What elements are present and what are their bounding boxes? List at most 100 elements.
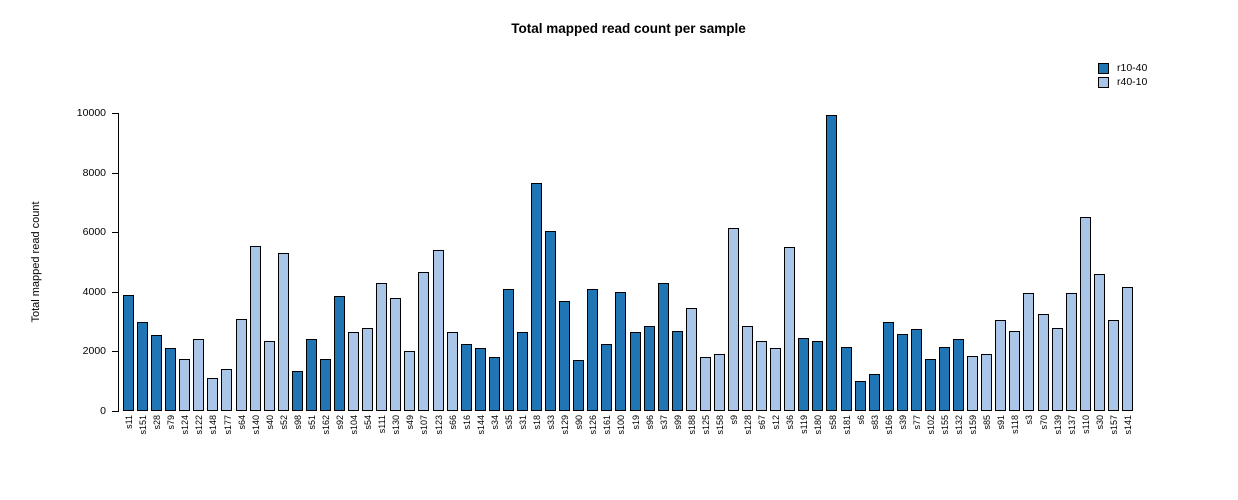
legend: r10-40 r40-10 <box>1098 62 1147 90</box>
x-tick-label: s128 <box>743 415 754 435</box>
x-tick-label: s118 <box>1010 415 1021 434</box>
bar-s125 <box>699 357 711 411</box>
bar-slot: s3 <box>1022 113 1036 425</box>
bar-s123 <box>432 250 444 411</box>
bar-s129 <box>559 300 571 411</box>
bar-slot: s77 <box>910 113 924 430</box>
bar-s99 <box>671 330 683 411</box>
y-tick <box>112 291 118 293</box>
bar-slot: s100 <box>614 113 628 435</box>
bar-s83 <box>868 373 880 411</box>
bar-slot: s104 <box>347 113 361 435</box>
x-tick-label: s162 <box>321 415 331 435</box>
bar-s181 <box>840 346 852 411</box>
bar-s3 <box>1023 293 1035 411</box>
x-tick-label: s18 <box>532 415 543 430</box>
x-tick-label: s91 <box>996 415 1007 430</box>
bar-slot: s12 <box>769 113 783 430</box>
x-tick-label: s40 <box>264 415 275 430</box>
bar-s111 <box>376 282 388 411</box>
bar-slot: s54 <box>361 113 375 430</box>
x-tick-label: s119 <box>799 415 810 434</box>
x-tick-label: s36 <box>785 415 796 430</box>
bar-slot: s19 <box>629 113 643 430</box>
bar-slot: s130 <box>389 113 403 435</box>
bar-slot: s31 <box>516 113 530 430</box>
bar-slot: s35 <box>502 113 516 430</box>
x-tick-label: s9 <box>729 415 740 425</box>
bar-slot: s40 <box>263 113 277 430</box>
bar-slot: s64 <box>235 113 249 430</box>
bar-s166 <box>882 321 894 411</box>
bar-s161 <box>601 343 613 411</box>
bar-s30 <box>1093 273 1105 411</box>
x-tick-label: s34 <box>489 415 500 430</box>
bar-s18 <box>531 183 542 411</box>
x-tick-label: s52 <box>278 415 289 430</box>
bar-slot: s99 <box>671 113 685 430</box>
bar-slot: s39 <box>896 113 910 430</box>
bar-s137 <box>1065 293 1077 411</box>
x-tick-label: s125 <box>700 415 711 435</box>
x-tick-label: s177 <box>222 415 233 435</box>
bar-slot: s66 <box>446 113 460 430</box>
x-tick-label: s123 <box>433 415 444 435</box>
bar-slot: s132 <box>952 113 966 435</box>
bar-s126 <box>587 288 599 411</box>
y-tick-label: 4000 <box>82 285 106 298</box>
bar-slot: s85 <box>980 113 994 430</box>
bar-s40 <box>263 340 275 411</box>
bar-s39 <box>896 333 908 411</box>
bar-s36 <box>784 247 796 411</box>
x-tick-label: s155 <box>940 415 951 435</box>
x-tick-label: s104 <box>349 415 360 435</box>
bar-s180 <box>812 340 824 411</box>
bar-slot: s52 <box>277 113 291 430</box>
x-tick-label: s137 <box>1066 415 1077 435</box>
y-tick-label: 10000 <box>76 107 106 119</box>
bar-slot: s83 <box>868 113 882 430</box>
bar-s132 <box>953 339 965 411</box>
x-tick-label: s30 <box>1094 415 1105 430</box>
x-tick-label: s166 <box>883 415 894 435</box>
bar-s77 <box>910 329 922 411</box>
x-tick-label: s54 <box>363 415 374 430</box>
x-tick-label: s85 <box>982 415 993 430</box>
x-tick-label: s132 <box>954 415 965 435</box>
y-axis-line <box>118 113 119 412</box>
y-tick <box>112 172 118 174</box>
bar-slot: s144 <box>474 113 488 435</box>
bar-slot: s37 <box>657 113 671 430</box>
bar-slot: s11 <box>122 113 136 429</box>
bar-s139 <box>1051 327 1063 411</box>
bar-slot: s96 <box>643 113 657 430</box>
bar-s16 <box>460 343 472 411</box>
x-tick-label: s90 <box>574 415 585 430</box>
bar-slot: s16 <box>460 113 474 430</box>
x-tick-label: s157 <box>1108 415 1119 435</box>
x-tick-label: s67 <box>757 415 768 430</box>
bar-slot: s70 <box>1037 113 1051 430</box>
y-tick-label: 6000 <box>82 226 106 239</box>
x-tick-label: s3 <box>1024 415 1035 425</box>
bar-s9 <box>727 227 739 411</box>
y-axis-title: Total mapped read count <box>30 201 42 323</box>
bar-slot: s118 <box>1008 113 1022 434</box>
y-tick-label: 0 <box>100 405 106 417</box>
x-tick-label: s49 <box>405 415 416 430</box>
legend-label-r40-10: r40-10 <box>1117 76 1148 88</box>
bar-s51 <box>305 339 317 411</box>
x-tick-label: s51 <box>306 415 317 430</box>
x-tick-label: s19 <box>630 415 641 430</box>
y-tick <box>112 411 118 412</box>
bar-slot: s139 <box>1051 113 1065 435</box>
bar-slot: s9 <box>727 113 741 425</box>
bar-slot: s119 <box>797 113 811 434</box>
bar-slot: s137 <box>1065 113 1079 435</box>
bar-s177 <box>221 369 233 411</box>
bar-s118 <box>1009 330 1021 411</box>
bar-s159 <box>967 355 979 411</box>
bar-slot: s30 <box>1093 113 1107 430</box>
x-tick-label: s31 <box>517 415 528 430</box>
x-tick-label: s180 <box>813 415 824 435</box>
